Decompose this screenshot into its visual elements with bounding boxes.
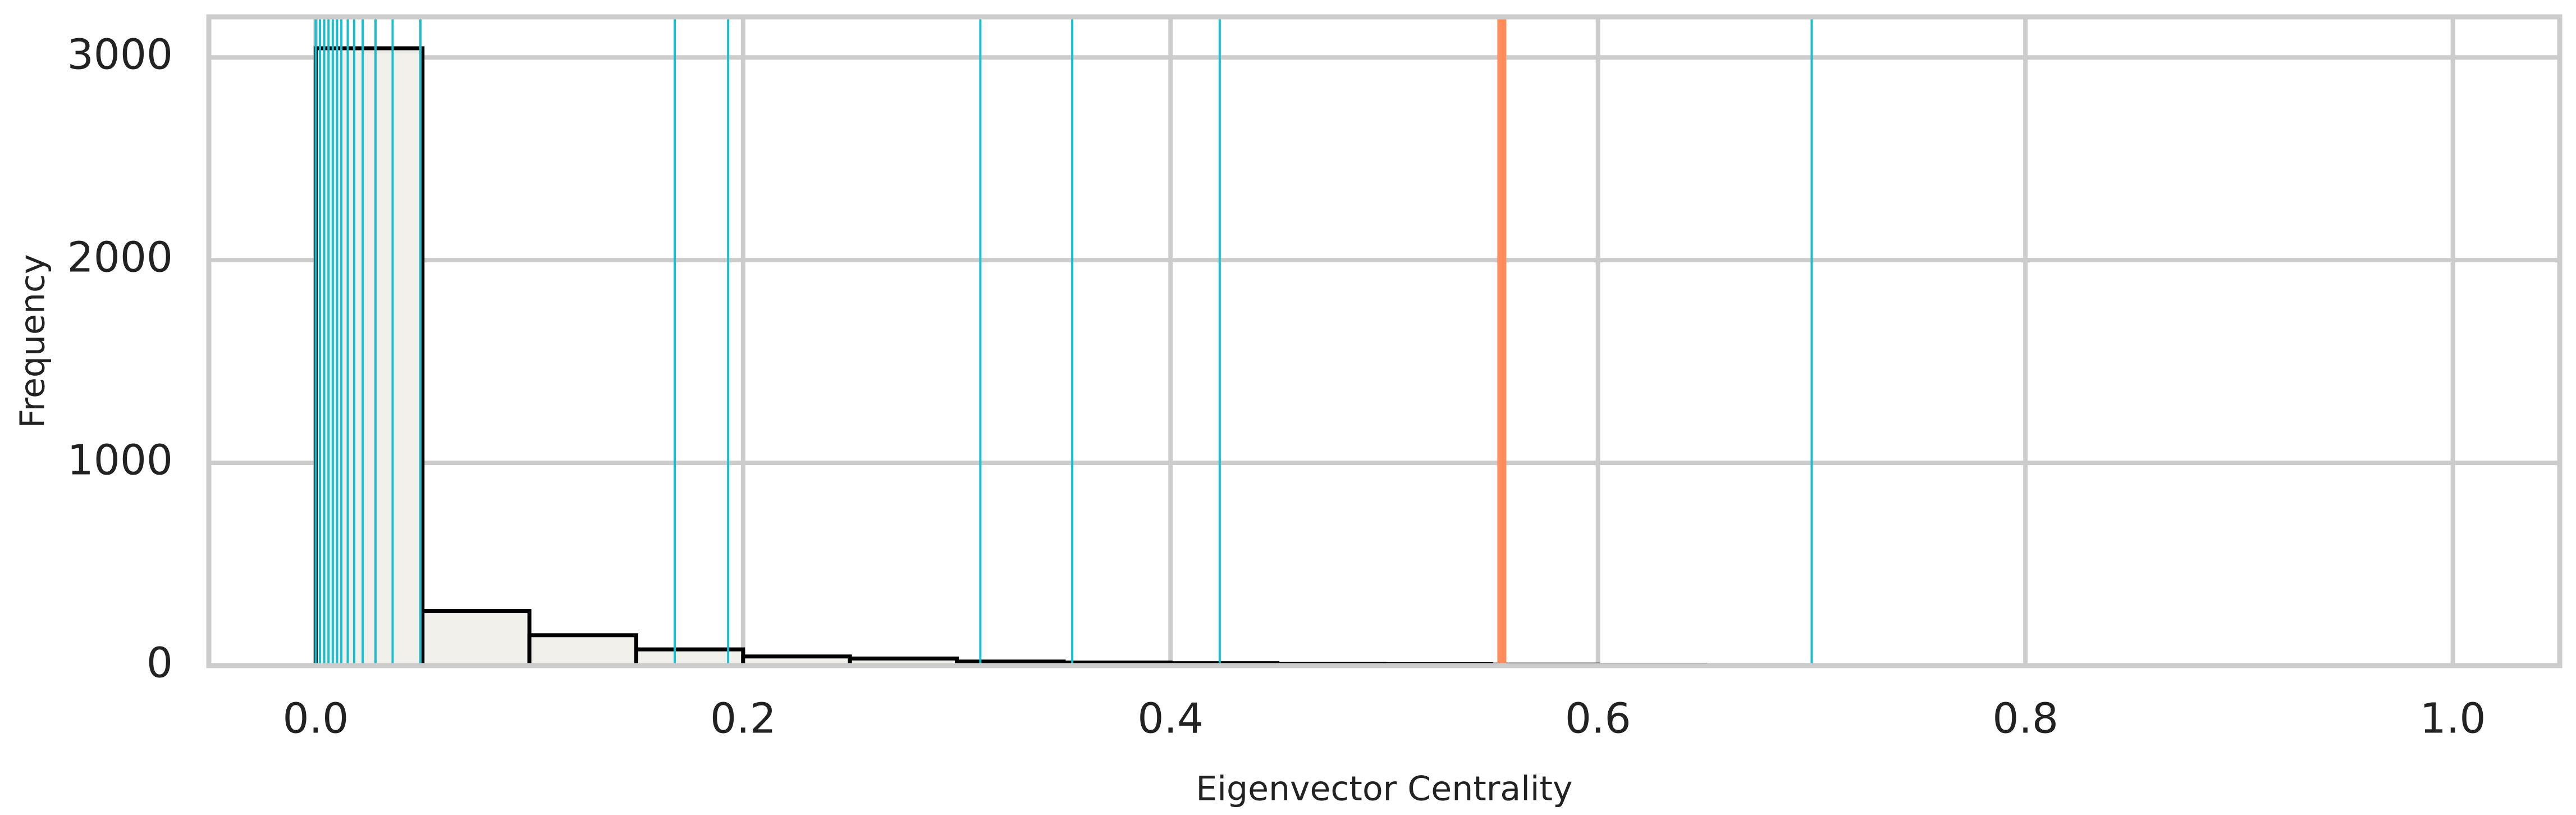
x-axis-title: Eigenvector Centrality (1196, 770, 1572, 809)
x-tick-label: 0.6 (1565, 694, 1631, 743)
x-tick-labels: 0.0 0.2 0.4 0.6 0.8 1.0 (283, 694, 2486, 743)
plot-frame (206, 14, 2563, 668)
grid-lines (209, 17, 2560, 668)
x-tick-label: 0.8 (1992, 694, 2058, 743)
histogram-bar (634, 647, 745, 668)
y-tick-labels: 0 1000 2000 3000 (67, 31, 173, 687)
y-tick-label: 1000 (67, 436, 173, 485)
x-tick-label: 0.2 (710, 694, 776, 743)
x-tick-label: 1.0 (2420, 694, 2486, 743)
reference-lines (314, 17, 1813, 666)
histogram-bar (420, 609, 532, 668)
x-tick-label: 0.0 (283, 694, 349, 743)
x-tick-label: 0.4 (1137, 694, 1204, 743)
y-tick-label: 0 (147, 639, 173, 687)
histogram-bars (313, 46, 1921, 668)
y-tick-label: 3000 (67, 31, 173, 79)
y-tick-label: 2000 (67, 234, 173, 282)
histogram-bar (527, 633, 638, 668)
y-axis-title: Frequency (13, 254, 53, 429)
